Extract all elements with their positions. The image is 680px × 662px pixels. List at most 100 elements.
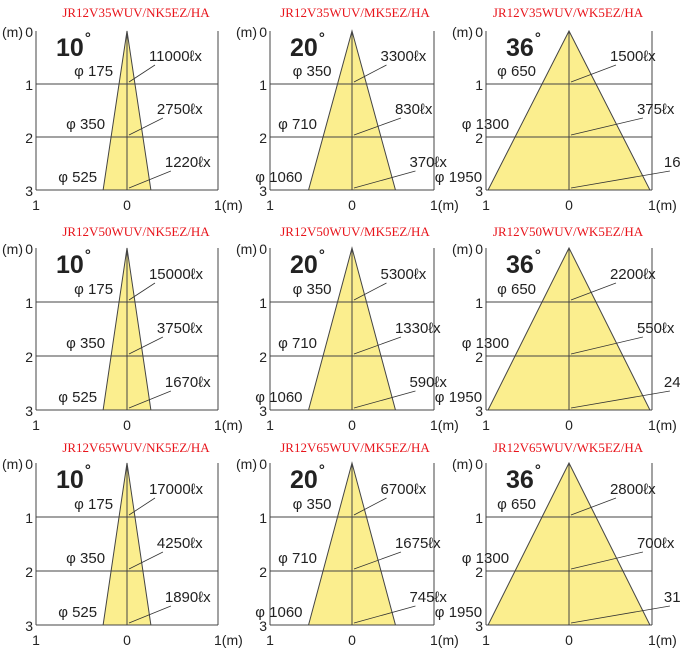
leader-line bbox=[570, 336, 644, 355]
beam-diameter: φ 650 bbox=[497, 63, 536, 80]
width-label: 0 bbox=[348, 417, 356, 433]
model-name: JR12V35WUV/NK5EZ/HA bbox=[62, 5, 210, 20]
leader-line bbox=[353, 551, 402, 570]
model-name: JR12V65WUV/MK5EZ/HA bbox=[280, 440, 430, 455]
distance-label: 1 bbox=[475, 510, 483, 526]
illuminance-value: 550ℓx bbox=[637, 320, 675, 337]
beam-diameter: φ 525 bbox=[58, 604, 97, 621]
width-label: 0 bbox=[348, 197, 356, 213]
axis-unit-label: (m) bbox=[236, 456, 257, 472]
beam-angle: 20 bbox=[290, 34, 318, 62]
distance-label: 2 bbox=[475, 564, 483, 580]
width-label: 1 bbox=[482, 197, 490, 213]
illuminance-value: 4250ℓx bbox=[157, 535, 203, 552]
illuminance-value: 1670ℓx bbox=[165, 374, 211, 391]
leader-line bbox=[353, 390, 416, 409]
illuminance-value: 1500ℓx bbox=[610, 48, 656, 65]
beam-diameter: φ 710 bbox=[278, 116, 317, 133]
distance-label: 2 bbox=[25, 564, 33, 580]
illuminance-value: 1220ℓx bbox=[165, 154, 211, 171]
leader-line bbox=[128, 64, 156, 83]
model-name: JR12V35WUV/MK5EZ/HA bbox=[280, 5, 430, 20]
beam-diameter: φ 350 bbox=[66, 116, 105, 133]
width-label: 1 bbox=[266, 417, 274, 433]
distance-label: 1 bbox=[475, 295, 483, 311]
illuminance-value: 2750ℓx bbox=[157, 101, 203, 118]
width-label: 0 bbox=[123, 632, 131, 648]
illuminance-value: 1675ℓx bbox=[395, 535, 441, 552]
width-label: 1 bbox=[482, 417, 490, 433]
leader-line bbox=[128, 117, 164, 136]
width-label: 0 bbox=[565, 632, 573, 648]
beam-diameter: φ 650 bbox=[497, 496, 536, 513]
axis-unit-label: (m) bbox=[2, 241, 23, 257]
width-label: 0 bbox=[123, 197, 131, 213]
illuminance-value: 310ℓx bbox=[664, 589, 680, 606]
width-label: 1(m) bbox=[214, 632, 243, 648]
model-name: JR12V50WUV/WK5EZ/HA bbox=[493, 224, 644, 239]
distance-label: 3 bbox=[475, 618, 483, 634]
distance-label: 1 bbox=[475, 77, 483, 93]
degree-mark: ° bbox=[319, 247, 325, 264]
distance-label: 3 bbox=[25, 618, 33, 634]
beam-diameter: φ 525 bbox=[58, 169, 97, 186]
leader-line bbox=[353, 282, 387, 301]
illuminance-value: 2200ℓx bbox=[610, 266, 656, 283]
leader-line bbox=[353, 64, 387, 83]
beam-angle: 10 bbox=[56, 466, 84, 494]
leader-line bbox=[570, 605, 670, 624]
model-name: JR12V50WUV/MK5EZ/HA bbox=[280, 224, 430, 239]
leader-line bbox=[353, 170, 416, 189]
beam-angle: 20 bbox=[290, 466, 318, 494]
leader-line bbox=[570, 170, 670, 189]
width-label: 1(m) bbox=[648, 197, 677, 213]
beam-diameter: φ 350 bbox=[66, 550, 105, 567]
beam-angle: 20 bbox=[290, 251, 318, 279]
beam-diameter: φ 1060 bbox=[255, 169, 302, 186]
leader-line bbox=[128, 497, 156, 516]
model-name: JR12V65WUV/WK5EZ/HA bbox=[493, 440, 644, 455]
illuminance-value: 17000ℓx bbox=[149, 481, 204, 498]
illuminance-value: 700ℓx bbox=[637, 535, 675, 552]
distance-label: 0 bbox=[475, 456, 483, 472]
model-name: JR12V65WUV/NK5EZ/HA bbox=[62, 440, 210, 455]
beam-diameter: φ 350 bbox=[293, 63, 332, 80]
leader-line bbox=[128, 605, 172, 624]
beam-diameter: φ 710 bbox=[278, 550, 317, 567]
distance-label: 2 bbox=[25, 349, 33, 365]
width-label: 1 bbox=[32, 632, 40, 648]
illuminance-value: 1330ℓx bbox=[395, 320, 441, 337]
leader-line bbox=[353, 497, 387, 516]
distance-label: 0 bbox=[259, 456, 267, 472]
distance-label: 0 bbox=[259, 241, 267, 257]
width-label: 0 bbox=[348, 632, 356, 648]
degree-mark: ° bbox=[319, 462, 325, 479]
axis-unit-label: (m) bbox=[452, 24, 473, 40]
distance-label: 0 bbox=[25, 24, 33, 40]
leader-line bbox=[128, 551, 164, 570]
illuminance-value: 1890ℓx bbox=[165, 589, 211, 606]
width-label: 1(m) bbox=[648, 417, 677, 433]
leader-line bbox=[353, 605, 416, 624]
beam-diameter: φ 350 bbox=[293, 281, 332, 298]
distance-label: 1 bbox=[259, 510, 267, 526]
distance-label: 3 bbox=[259, 183, 267, 199]
width-label: 0 bbox=[123, 417, 131, 433]
illuminance-value: 5300ℓx bbox=[380, 266, 426, 283]
distance-label: 1 bbox=[25, 295, 33, 311]
distance-label: 0 bbox=[25, 456, 33, 472]
illuminance-value: 370ℓx bbox=[409, 154, 447, 171]
distance-label: 1 bbox=[259, 77, 267, 93]
degree-mark: ° bbox=[85, 30, 91, 47]
leader-line bbox=[570, 64, 617, 83]
distance-label: 3 bbox=[259, 403, 267, 419]
distance-label: 2 bbox=[25, 130, 33, 146]
distance-label: 0 bbox=[475, 241, 483, 257]
distance-label: 1 bbox=[259, 295, 267, 311]
